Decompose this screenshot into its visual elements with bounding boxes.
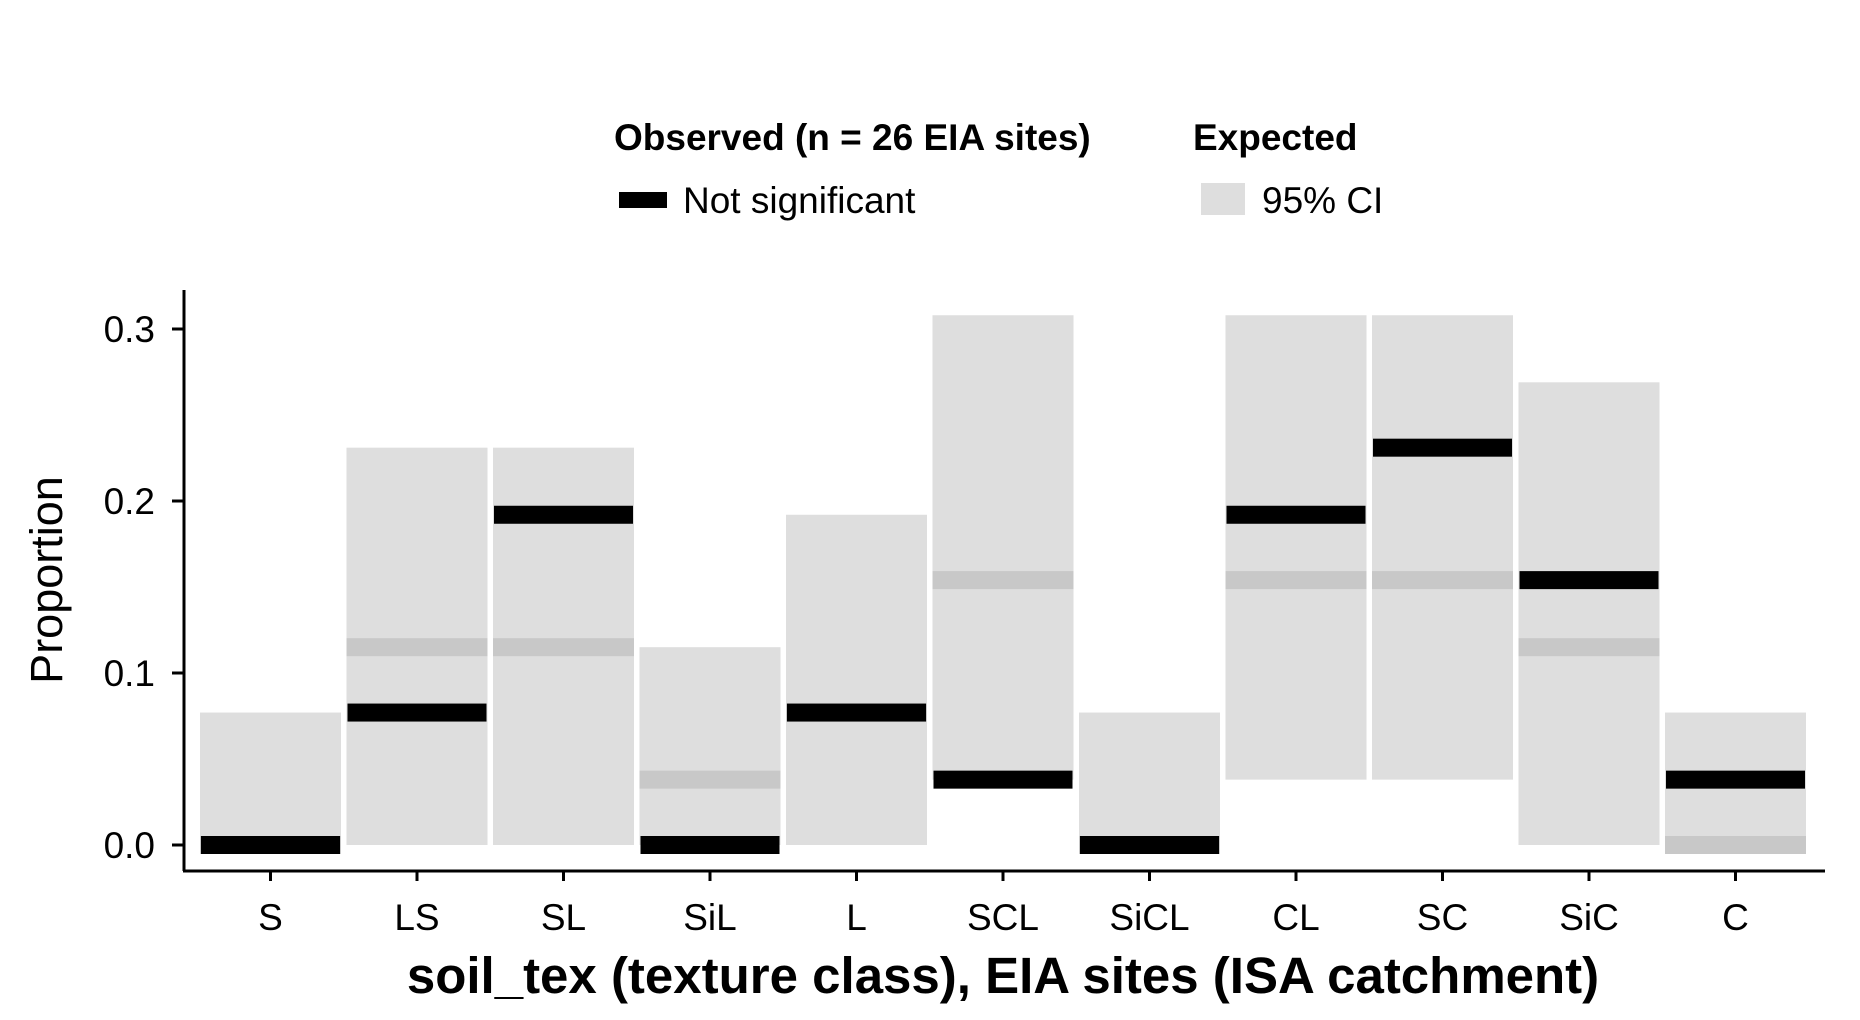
expected-line-C: [1665, 836, 1806, 854]
observed-mark-L: [787, 703, 926, 722]
x-tick-label-SC: SC: [1417, 897, 1468, 938]
x-tick-label-SiCL: SiCL: [1109, 897, 1189, 938]
legend-expected-key: [1201, 183, 1245, 215]
ci-bands: [200, 315, 1806, 854]
observed-mark-SL: [494, 505, 633, 524]
x-axis-title: soil_tex (texture class), EIA sites (ISA…: [407, 947, 1599, 1004]
x-tick-label-SiC: SiC: [1559, 897, 1619, 938]
y-tick-label-0.0: 0.0: [104, 825, 155, 866]
x-tick-label-LS: LS: [394, 897, 439, 938]
observed-mark-SiCL: [1080, 836, 1219, 854]
y-tick-label-0.3: 0.3: [104, 309, 155, 350]
x-ticks: S LS SL SiL L SCL SiCL CL SC SiC C: [258, 871, 1749, 938]
x-tick-label-SCL: SCL: [967, 897, 1039, 938]
expected-line-SiL: [639, 770, 781, 789]
x-tick-label-SiL: SiL: [683, 897, 736, 938]
observed-marks: [201, 438, 1805, 854]
expected-line-LS: [346, 638, 488, 657]
expected-line-SC: [1372, 571, 1513, 590]
ci-band-SCL: [932, 315, 1074, 780]
observed-mark-LS: [347, 703, 487, 722]
expected-line-CL: [1225, 571, 1367, 590]
ci-band-CL: [1225, 315, 1367, 780]
y-axis-title: Proportion: [21, 476, 72, 684]
legend-expected-label: 95% CI: [1262, 180, 1383, 221]
ci-band-SiL: [639, 647, 781, 845]
legend-observed-label: Not significant: [683, 180, 916, 221]
observed-mark-CL: [1226, 505, 1366, 524]
x-tick-label-S: S: [258, 897, 283, 938]
ci-band-L: [786, 514, 927, 845]
observed-mark-SiL: [640, 836, 780, 854]
legend-observed-title: Observed (n = 26 EIA sites): [614, 117, 1091, 158]
x-tick-label-SL: SL: [541, 897, 586, 938]
observed-mark-SC: [1373, 438, 1512, 457]
legend-expected-title: Expected: [1193, 117, 1358, 158]
ci-band-S: [200, 712, 341, 845]
ci-band-SiC: [1518, 382, 1660, 845]
y-tick-label-0.1: 0.1: [104, 653, 155, 694]
x-tick-label-L: L: [846, 897, 867, 938]
expected-line-SiC: [1518, 638, 1660, 657]
observed-mark-SiC: [1519, 571, 1659, 590]
ci-band-SiCL: [1079, 712, 1220, 845]
expected-line-SCL: [932, 571, 1074, 590]
ci-band-SC: [1372, 315, 1513, 780]
observed-mark-SCL: [933, 770, 1073, 789]
legend: Observed (n = 26 EIA sites) Not signific…: [614, 117, 1383, 221]
x-tick-label-CL: CL: [1272, 897, 1319, 938]
observed-mark-S: [201, 836, 340, 854]
legend-observed-key: [619, 192, 667, 208]
x-tick-label-C: C: [1722, 897, 1749, 938]
observed-mark-C: [1666, 770, 1805, 789]
y-ticks: 0.0 0.1 0.2 0.3: [104, 309, 184, 866]
y-tick-label-0.2: 0.2: [104, 481, 155, 522]
expected-line-SL: [493, 638, 634, 657]
